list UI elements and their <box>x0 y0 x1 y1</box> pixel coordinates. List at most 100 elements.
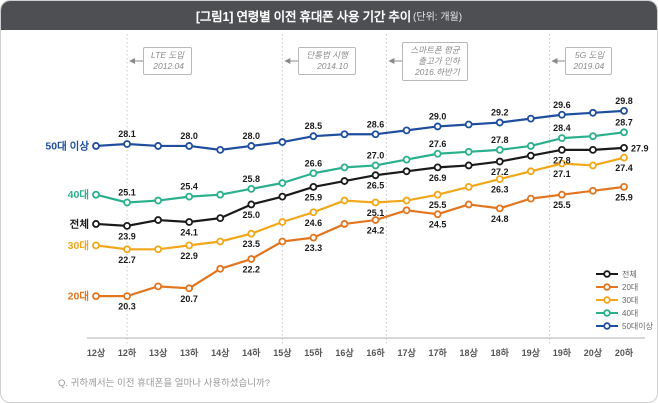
data-label-40대: 27.6 <box>429 139 447 149</box>
series-marker-20대 <box>433 210 442 219</box>
legend-marker-icon <box>596 322 619 330</box>
series-marker-20대 <box>371 216 380 224</box>
series-marker-40대 <box>464 147 473 156</box>
series-marker-20대 <box>92 292 100 301</box>
data-label-40대: 26.6 <box>305 158 323 168</box>
series-marker-50대이상 <box>589 108 597 117</box>
chart-legend: 전체 20대 30대 40대 50대이상 <box>595 269 653 331</box>
series-marker-30대 <box>92 241 100 250</box>
series-marker-30대 <box>185 241 194 250</box>
series-marker-전체 <box>123 221 131 230</box>
series-marker-20대 <box>526 194 535 203</box>
event-annotation-box: 단통법 시행 2014.10 <box>298 47 356 75</box>
figure-unit-label: (단위: 개월) <box>413 12 463 23</box>
series-marker-40대 <box>185 192 194 201</box>
x-tick-label: 12상 <box>87 347 106 358</box>
x-tick-label: 19하 <box>553 347 572 358</box>
series-marker-20대 <box>185 284 194 293</box>
series-marker-50대이상 <box>92 142 100 150</box>
series-marker-전체 <box>371 171 380 180</box>
event-annotation-text: 스마트폰 평균 <box>410 44 460 55</box>
x-tick-label: 19상 <box>522 347 541 358</box>
legend-label: 20대 <box>622 282 639 292</box>
series-marker-전체 <box>620 143 628 152</box>
data-label-30대: 23.5 <box>243 239 261 249</box>
event-arrow-head <box>284 58 291 64</box>
series-marker-40대 <box>154 196 163 205</box>
legend-item-전체: 전체 <box>595 269 653 279</box>
x-tick-label: 18하 <box>491 347 510 358</box>
x-tick-label: 20상 <box>584 347 603 358</box>
series-marker-40대 <box>216 190 225 199</box>
x-tick-label: 18상 <box>460 347 479 358</box>
event-annotation-text: 2016.하반기 <box>414 66 460 77</box>
series-marker-50대이상 <box>247 142 256 150</box>
series-marker-50대이상 <box>433 122 442 131</box>
data-label-50대이상: 29.6 <box>553 100 571 110</box>
series-marker-50대이상 <box>185 142 194 150</box>
data-label-30대: 26.3 <box>491 185 509 195</box>
series-marker-20대 <box>589 186 597 195</box>
series-marker-20대 <box>402 206 411 215</box>
series-marker-30대 <box>278 218 287 226</box>
data-label-30대: 24.6 <box>305 218 323 228</box>
data-label-20대: 24.8 <box>491 214 509 224</box>
data-label-전체: 27.9 <box>631 143 649 153</box>
series-marker-30대 <box>309 208 318 217</box>
data-label-20대: 20.7 <box>180 294 198 304</box>
data-label-전체: 25.0 <box>243 210 261 220</box>
series-marker-40대 <box>589 132 597 141</box>
x-tick-label: 16상 <box>335 347 354 358</box>
series-marker-전체 <box>340 177 349 185</box>
event-arrow-head <box>551 58 558 64</box>
data-label-50대이상: 28.5 <box>305 121 323 131</box>
data-label-30대: 22.9 <box>180 251 198 261</box>
data-label-40대: 28.4 <box>553 123 571 133</box>
data-label-전체: 25.9 <box>305 192 323 202</box>
series-marker-40대 <box>620 128 628 137</box>
series-marker-20대 <box>340 220 349 228</box>
survey-question-text: Q. 귀하께서는 이전 휴대폰을 얼마나 사용하셨습니까? <box>58 378 271 389</box>
data-label-30대: 22.7 <box>118 255 136 265</box>
series-marker-40대 <box>557 134 566 143</box>
x-tick-label: 14하 <box>242 347 261 358</box>
data-label-30대: 27.1 <box>553 169 571 179</box>
series-marker-40대 <box>371 161 380 170</box>
series-marker-40대 <box>495 145 504 154</box>
series-marker-20대 <box>247 255 256 263</box>
legend-label: 40대 <box>622 308 639 318</box>
series-marker-30대 <box>340 196 349 205</box>
series-marker-50대이상 <box>371 130 380 139</box>
series-marker-20대 <box>557 190 566 199</box>
series-axis-label-30대: 30대 <box>68 239 89 252</box>
series-marker-30대 <box>154 245 163 254</box>
series-marker-20대 <box>495 204 504 213</box>
series-marker-전체 <box>433 163 442 172</box>
x-tick-label: 17하 <box>428 347 447 358</box>
series-marker-전체 <box>309 182 318 191</box>
series-marker-30대 <box>216 237 225 246</box>
data-label-20대: 24.2 <box>367 226 385 236</box>
legend-label: 30대 <box>622 295 639 305</box>
data-label-30대: 25.5 <box>429 200 447 210</box>
series-marker-20대 <box>216 264 225 273</box>
series-axis-label-40대: 40대 <box>68 188 89 201</box>
series-marker-20대 <box>278 237 287 246</box>
series-marker-30대 <box>402 196 411 205</box>
series-marker-50대이상 <box>402 126 411 135</box>
event-annotation-box: LTE 도입 2012.04 <box>143 47 193 75</box>
event-annotation-text: LTE 도입 <box>151 50 185 60</box>
series-line-전체 <box>95 146 625 227</box>
series-marker-30대 <box>464 182 473 191</box>
series-marker-50대이상 <box>123 140 131 148</box>
event-annotation-text: 2012.04 <box>153 61 185 71</box>
data-label-전체: 26.5 <box>367 181 385 191</box>
series-marker-40대 <box>247 184 256 193</box>
x-tick-label: 12하 <box>118 347 137 358</box>
data-label-30대: 27.4 <box>615 163 633 173</box>
figure-title-bar: [그림1] 연령별 이전 휴대폰 사용 기간 추이 (단위: 개월) <box>1 1 657 30</box>
x-tick-label: 15상 <box>273 347 292 358</box>
event-annotation-text: 5G 도입 <box>574 50 605 60</box>
